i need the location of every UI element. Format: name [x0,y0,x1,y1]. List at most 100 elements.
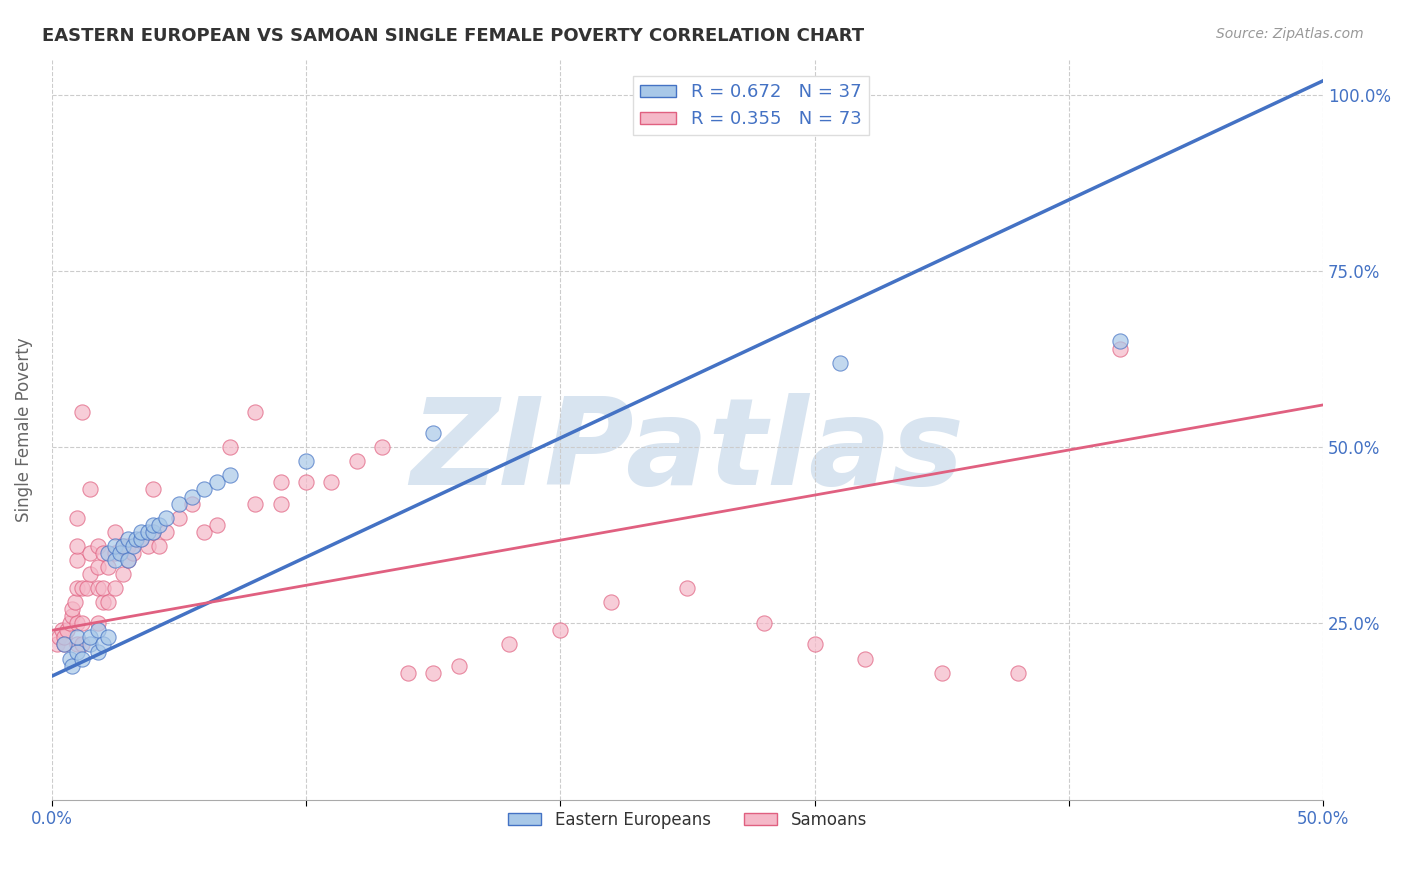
Text: Source: ZipAtlas.com: Source: ZipAtlas.com [1216,27,1364,41]
Point [422,665,444,680]
Point [79,567,101,582]
Point [180,497,202,511]
Point [97,560,120,574]
Point [270,475,292,490]
Point [56,624,79,638]
Point [66,539,89,553]
Point [111,539,134,553]
Point [167,510,190,524]
Point [205,517,228,532]
Point [218,468,240,483]
Point [129,532,152,546]
Point [72,405,94,419]
Point [79,631,101,645]
Point [111,567,134,582]
Point [243,405,266,419]
Point [104,553,127,567]
Point [60,658,83,673]
Point [86,624,108,638]
Point [676,581,699,595]
Point [66,644,89,658]
Point [97,546,120,560]
Point [321,475,343,490]
Point [129,524,152,539]
Point [270,497,292,511]
Point [111,539,134,553]
Point [1007,665,1029,680]
Point [104,546,127,560]
Point [60,602,83,616]
Point [371,440,394,454]
Point [58,651,80,665]
Point [828,356,851,370]
Point [117,539,139,553]
Point [1108,342,1130,356]
Point [91,595,114,609]
Point [422,426,444,441]
Point [148,539,170,553]
Point [122,539,145,553]
Point [218,440,240,454]
Point [53,638,76,652]
Text: EASTERN EUROPEAN VS SAMOAN SINGLE FEMALE POVERTY CORRELATION CHART: EASTERN EUROPEAN VS SAMOAN SINGLE FEMALE… [42,27,865,45]
Point [447,658,470,673]
Point [45,638,67,652]
Point [600,595,623,609]
Point [97,631,120,645]
Point [803,638,825,652]
Point [72,651,94,665]
Point [66,510,89,524]
Legend: Eastern Europeans, Samoans: Eastern Europeans, Samoans [502,805,873,836]
Point [550,624,572,638]
Point [72,581,94,595]
Point [63,595,86,609]
Point [193,483,215,497]
Point [142,524,165,539]
Point [53,638,76,652]
Y-axis label: Single Female Poverty: Single Female Poverty [15,337,32,522]
Point [138,524,160,539]
Point [66,581,89,595]
Point [97,595,120,609]
Point [142,517,165,532]
Point [295,454,318,468]
Point [142,524,165,539]
Text: ZIPatlas: ZIPatlas [411,393,965,510]
Point [931,665,953,680]
Point [86,560,108,574]
Point [138,539,160,553]
Point [48,631,70,645]
Point [124,532,146,546]
Point [72,638,94,652]
Point [1108,334,1130,349]
Point [76,581,98,595]
Point [86,539,108,553]
Point [72,616,94,631]
Point [396,665,419,680]
Point [91,581,114,595]
Point [295,475,318,490]
Point [117,553,139,567]
Point [104,539,127,553]
Point [79,546,101,560]
Point [117,532,139,546]
Point [79,483,101,497]
Point [122,546,145,560]
Point [66,553,89,567]
Point [498,638,520,652]
Point [104,524,127,539]
Point [86,644,108,658]
Point [243,497,266,511]
Point [66,631,89,645]
Point [142,483,165,497]
Point [104,581,127,595]
Point [86,616,108,631]
Point [91,546,114,560]
Point [86,581,108,595]
Point [66,616,89,631]
Point [346,454,368,468]
Point [129,532,152,546]
Point [752,616,775,631]
Point [91,638,114,652]
Point [58,616,80,631]
